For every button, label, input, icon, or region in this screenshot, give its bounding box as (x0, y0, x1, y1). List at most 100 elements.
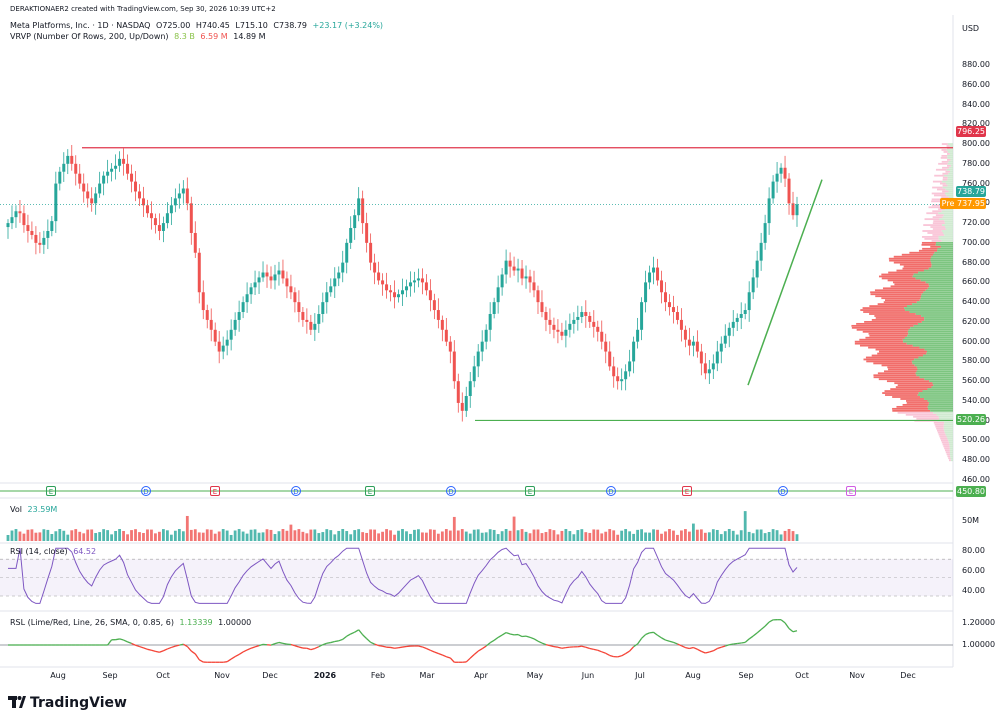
rsl-segment (171, 645, 176, 649)
rsl-segment (226, 658, 232, 663)
dividend-event-icon[interactable]: D (291, 486, 301, 496)
earnings-event-icon[interactable]: E (525, 486, 535, 496)
time-tick: Nov (849, 671, 865, 680)
volume-profile-down-bar (887, 279, 921, 282)
time-tick: Apr (474, 671, 488, 680)
rsl-legend[interactable]: RSL (Lime/Red, Line, 26, SMA, 0, 0.85, 6… (10, 618, 254, 628)
candle-body (588, 315, 592, 322)
vrvp-legend[interactable]: VRVP (Number Of Rows, 200, Up/Down) 8.3 … (10, 32, 269, 42)
volume-profile-up-bar (942, 232, 953, 234)
volume-profile-up-bar (931, 386, 953, 389)
volume-bar (472, 529, 476, 541)
rsl-segment (756, 629, 762, 634)
volume-profile-up-bar (926, 350, 953, 353)
volume-bar (436, 533, 440, 541)
volume-profile-up-bar (916, 366, 953, 369)
candle-body (436, 310, 440, 320)
volume-profile-down-bar (923, 224, 942, 226)
volume-profile-down-bar (890, 388, 928, 390)
candle-body (691, 341, 695, 346)
rsi-legend[interactable]: RSI (14, close) 64.52 (10, 547, 99, 557)
candle-body (333, 278, 337, 287)
volume-profile-down-bar (888, 257, 931, 260)
volume-profile-down-bar (921, 236, 939, 238)
volume-bar (261, 532, 265, 541)
time-tick: Dec (262, 671, 278, 680)
rsl-label[interactable]: RSL (Lime/Red, Line, 26, SMA, 0, 0.85, 6… (10, 618, 174, 627)
volume-profile-down-bar (881, 273, 914, 276)
rsl-segment (175, 644, 180, 647)
volume-bar (38, 532, 42, 541)
volume-profile-up-bar (915, 277, 953, 280)
earnings-event-icon[interactable]: E (46, 486, 56, 496)
candle-body (197, 252, 201, 293)
volume-profile-up-bar (938, 212, 953, 215)
dividend-event-icon[interactable]: D (141, 486, 151, 496)
earnings-event-icon[interactable]: E (210, 486, 220, 496)
volume-profile-down-bar (939, 435, 947, 438)
volume-bar (572, 534, 576, 541)
candle-body (544, 312, 548, 320)
vrvp-label[interactable]: VRVP (Number Of Rows, 200, Up/Down) (10, 32, 169, 41)
trend-line (747, 179, 823, 386)
rsl-segment (712, 647, 718, 652)
volume-profile-up-bar (924, 317, 953, 319)
dividend-event-icon[interactable]: D (778, 486, 788, 496)
symbol-legend[interactable]: Meta Platforms, Inc. · 1D · NASDAQ O725.… (10, 21, 386, 31)
rsl-segment (131, 642, 136, 646)
rsl-segment (418, 645, 423, 648)
volume-bar (241, 531, 245, 541)
candle-body (695, 341, 699, 352)
rsl-segment (741, 641, 746, 644)
tradingview-logo[interactable]: TradingView (8, 695, 127, 711)
rsl-segment (250, 646, 256, 649)
volume-profile-up-bar (915, 372, 953, 375)
volume-legend[interactable]: Vol 23.59M (10, 505, 60, 515)
currency-label[interactable]: USD (962, 24, 980, 33)
volume-bar (6, 535, 10, 541)
candle-body (751, 277, 755, 293)
rsl-segment (107, 639, 113, 646)
candle-body (787, 178, 791, 204)
rsi-label[interactable]: RSI (14, close) (10, 547, 68, 556)
volume-bar (86, 529, 90, 541)
dividend-event-icon[interactable]: D (446, 486, 456, 496)
earnings-event-icon[interactable]: E (682, 486, 692, 496)
candle-body (118, 158, 122, 166)
volume-profile-down-bar (859, 344, 913, 347)
dividend-event-icon[interactable]: D (606, 486, 616, 496)
volume-label[interactable]: Vol (10, 505, 22, 514)
rsl-segment (374, 643, 379, 647)
volume-profile-up-bar (947, 437, 953, 440)
volume-bar (162, 529, 165, 541)
rsl-segment (717, 646, 722, 650)
volume-profile-up-bar (949, 447, 953, 450)
candle-body (6, 223, 10, 228)
earnings-event-icon[interactable]: E (846, 486, 856, 496)
volume-profile-up-bar (946, 149, 953, 151)
rsl-segment (653, 631, 658, 636)
volume-bar (317, 533, 321, 541)
candle-body (205, 310, 209, 320)
candle-body (161, 223, 165, 231)
rsl-segment (673, 641, 678, 645)
earnings-event-icon[interactable]: E (365, 486, 375, 496)
volume-bar (596, 529, 600, 541)
volume-profile-up-bar (920, 396, 953, 398)
rsl-segment (282, 642, 288, 645)
rsl-segment (609, 654, 614, 658)
volume-profile-down-bar (869, 305, 907, 307)
volume-profile-down-bar (897, 411, 934, 414)
volume-bar (751, 533, 755, 541)
candle-body (141, 198, 145, 206)
volume-profile-down-bar (888, 271, 919, 274)
candle-body (679, 319, 683, 330)
price-tick: 640.00 (962, 297, 990, 307)
rsl-segment (434, 651, 439, 655)
volume-profile-down-bar (922, 247, 938, 250)
symbol-name[interactable]: Meta Platforms, Inc. · 1D · NASDAQ (10, 21, 151, 30)
candle-body (98, 183, 102, 194)
rsl-segment (529, 636, 535, 640)
resistance-price-label: 796.25 (956, 126, 986, 137)
